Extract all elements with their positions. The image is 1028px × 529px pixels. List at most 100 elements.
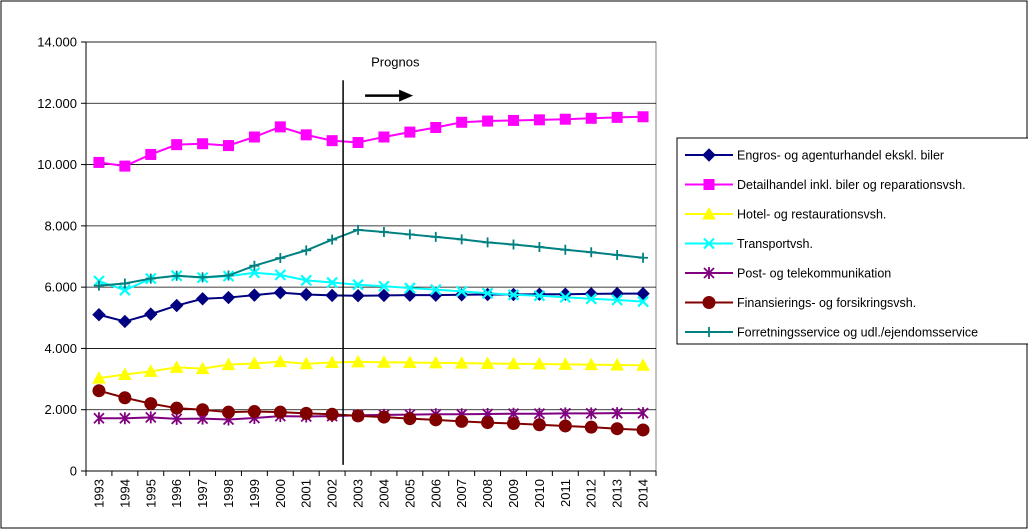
data-point [481,287,494,300]
legend-label: Forretningsservice og udl./ejendomsservi… [737,326,978,340]
data-point [92,384,106,398]
data-point [92,371,106,384]
data-point [533,407,546,420]
data-point [247,356,262,369]
data-point [171,412,183,425]
data-point [611,294,623,306]
x-tick-label: 1993 [91,479,106,508]
data-point [170,401,184,415]
data-point [118,391,132,405]
data-point [247,288,262,302]
x-tick-label: 2006 [428,479,443,508]
data-point [558,419,572,433]
data-point [704,327,714,337]
data-point [169,360,184,373]
data-point [119,278,130,289]
data-point [325,288,339,303]
data-point [249,260,260,271]
data-point [325,407,339,421]
data-point [223,140,234,152]
data-point [273,405,287,419]
data-point [377,355,391,368]
data-point [506,356,521,370]
data-point [404,126,416,138]
data-point [403,412,417,426]
x-tick-label: 2005 [402,479,417,508]
x-tick-label: 1996 [169,479,184,508]
data-point [351,409,365,423]
data-point [611,111,623,123]
data-point [351,289,365,303]
data-point [403,355,417,369]
y-tick-label: 14.000 [37,35,77,50]
data-point [378,131,390,143]
data-point [703,267,715,279]
data-point [119,160,131,172]
data-point [273,354,288,368]
series-line [98,360,644,380]
data-point [702,296,716,309]
data-point [585,112,597,124]
data-point [326,276,338,289]
legend-item: Finansierings- og forsikringsvsh. [685,296,916,310]
data-point [93,412,105,425]
data-point [197,138,209,150]
data-point [221,357,236,371]
series-forretningsservice-og-udl-ejendomsservice [93,224,649,291]
legend-label: Detailhandel inkl. biler og reparationsv… [737,178,966,192]
series-line [98,412,644,421]
x-tick-label: 1999 [247,479,262,508]
data-point [455,414,469,428]
x-tick-label: 2011 [558,479,573,507]
x-axis: 1993 1994 1995 1996 1997 1998 1999 2000 2001 2002… [85,470,657,508]
x-tick-label: 2008 [480,479,495,508]
data-point [352,278,364,291]
data-point [223,270,234,281]
data-point [299,356,314,370]
series-line [98,228,644,287]
data-point [611,407,623,420]
series-line [98,115,644,168]
data-point [533,289,546,302]
series-finansierings-og-forsikringsvsh [92,384,650,437]
data-point [507,417,520,431]
data-point [456,234,467,245]
data-point [119,412,131,425]
x-tick-label: 2002 [325,479,340,508]
data-point [93,280,104,291]
data-point [610,357,624,371]
data-point [703,179,715,190]
data-point [637,111,649,123]
data-point [222,405,235,419]
data-point [143,364,158,377]
data-point [532,357,547,370]
x-tick-label: 1994 [117,479,132,508]
data-point [508,239,519,250]
x-tick-label: 1995 [143,479,158,508]
data-point [559,291,572,304]
legend-item: Forretningsservice og udl./ejendomsservi… [685,326,978,340]
data-point [559,407,571,420]
y-tick-label: 0 [70,464,77,479]
data-point [195,361,210,375]
data-point [430,121,442,133]
data-point [299,287,313,302]
data-point [534,242,545,253]
x-tick-label: 1998 [221,479,236,508]
x-tick-label: 2007 [454,479,469,508]
data-point [221,290,236,305]
data-point [274,121,286,133]
data-point [145,411,157,424]
forecast-arrow-icon [365,89,414,102]
legend-label: Finansierings- og forsikringsvsh. [737,296,916,310]
data-point [481,416,495,430]
forecast-arrow-head [399,89,414,102]
legend: Engros- og agenturhandel ekskl. biler Det… [685,148,978,340]
data-point [428,355,443,369]
data-point [197,272,208,283]
data-point [586,247,597,258]
data-point [378,226,389,237]
data-point [92,308,106,322]
legend-box [676,137,1028,345]
